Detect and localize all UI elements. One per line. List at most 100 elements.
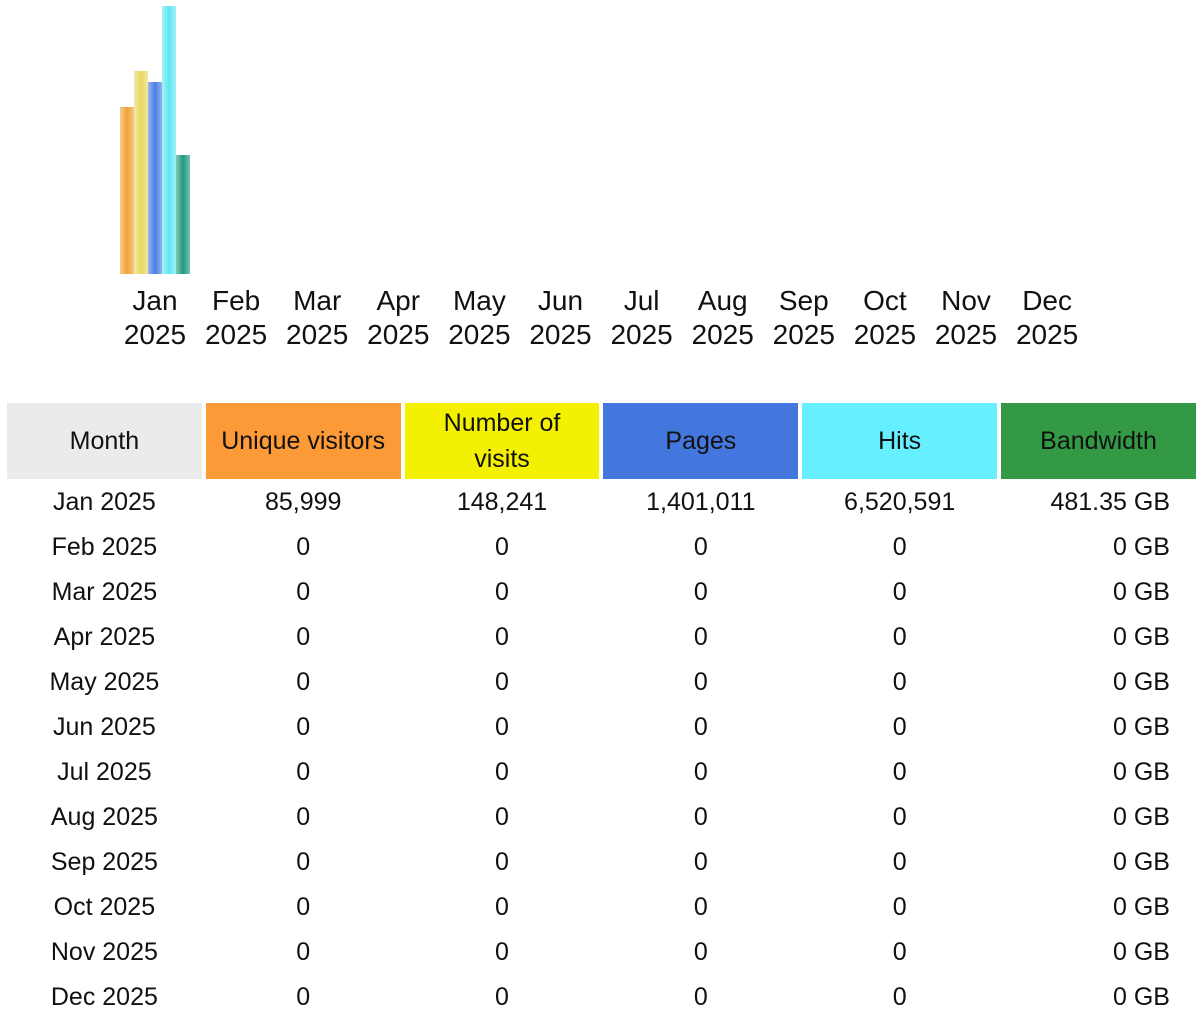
value-cell: 0: [693, 938, 708, 966]
table-row: Jan 2025 85,999 148,241 1,401,011 6,520,591 4…: [7, 481, 1196, 524]
x-tick-label: Sep 2025: [772, 285, 835, 350]
month-cell: Dec 2025: [50, 983, 158, 1011]
table-row: Jun 2025 0 0 0 0 0 GB: [7, 706, 1196, 749]
value-cell: 0: [495, 668, 509, 696]
value-cell: 0: [892, 623, 907, 651]
value-cell: 0 GB: [1113, 668, 1170, 696]
value-cell: 0 GB: [1113, 893, 1170, 921]
value-cell: 0: [296, 623, 311, 651]
column-header: Unique visitors: [205, 403, 401, 479]
value-cell: 0: [495, 578, 509, 606]
value-cell: 0 GB: [1113, 803, 1170, 831]
bar: [148, 82, 162, 274]
x-tick-label: Apr 2025: [367, 285, 430, 350]
month-cell: May 2025: [49, 668, 160, 696]
value-cell: 0 GB: [1113, 758, 1170, 786]
value-cell: 0: [693, 623, 708, 651]
value-cell: 481.35 GB: [1050, 488, 1170, 516]
value-cell: 0: [693, 533, 708, 561]
x-tick-label: May 2025: [448, 285, 511, 350]
value-cell: 0: [495, 938, 509, 966]
value-cell: 0: [693, 713, 708, 741]
value-cell: 0: [892, 533, 907, 561]
month-cell: Nov 2025: [50, 938, 158, 966]
table-body: Jan 2025 85,999 148,241 1,401,011 6,520,591 4…: [7, 481, 1196, 1019]
x-tick-label: Oct 2025: [853, 285, 917, 350]
table-row: Feb 2025 0 0 0 0 0 GB: [7, 526, 1196, 569]
value-cell: 0: [892, 758, 907, 786]
value-cell: 0: [495, 848, 509, 876]
value-cell: 0: [892, 578, 907, 606]
table-row: Oct 2025 0 0 0 0 0 GB: [7, 886, 1196, 929]
column-header: Month: [7, 403, 202, 479]
month-cell: Jan 2025: [52, 488, 156, 516]
value-cell: 0: [495, 803, 509, 831]
x-tick-label: Aug 2025: [691, 285, 754, 350]
month-cell: Jul 2025: [57, 758, 152, 786]
x-tick-label: Jan 2025: [123, 285, 187, 350]
x-tick-label: Jun 2025: [529, 285, 592, 350]
value-cell: 0: [693, 578, 708, 606]
value-cell: 0 GB: [1113, 623, 1170, 651]
month-cell: Sep 2025: [50, 848, 158, 876]
value-cell: 0: [296, 713, 311, 741]
value-cell: 0: [296, 848, 311, 876]
bar: [162, 6, 176, 274]
value-cell: 0: [892, 938, 907, 966]
x-tick-label: Dec 2025: [1015, 285, 1079, 350]
month-cell: Feb 2025: [51, 533, 158, 561]
value-cell: 0: [495, 623, 509, 651]
month-cell: Apr 2025: [53, 623, 156, 651]
value-cell: 0: [892, 983, 907, 1011]
value-cell: 6,520,591: [844, 488, 956, 516]
bar: [134, 71, 148, 274]
value-cell: 0 GB: [1113, 983, 1170, 1011]
table-row: Nov 2025 0 0 0 0 0 GB: [7, 931, 1196, 974]
column-header: Pages: [603, 403, 799, 479]
table-row: Mar 2025 0 0 0 0 0 GB: [7, 571, 1196, 614]
table-row: Dec 2025 0 0 0 0 0 GB: [7, 976, 1196, 1019]
x-tick-label: Feb 2025: [204, 285, 268, 350]
value-cell: 0: [296, 983, 311, 1011]
table-row: Apr 2025 0 0 0 0 0 GB: [7, 616, 1196, 659]
column-header: Bandwidth: [1001, 403, 1196, 479]
bar: [176, 155, 190, 274]
x-tick-label: Nov 2025: [934, 285, 998, 350]
value-cell: 0: [892, 713, 907, 741]
value-cell: 0: [693, 668, 708, 696]
value-cell: 0: [693, 803, 708, 831]
value-cell: 0: [296, 668, 311, 696]
value-cell: 0: [693, 983, 708, 1011]
x-tick-label: Jul 2025: [610, 285, 673, 350]
value-cell: 0: [892, 803, 907, 831]
month-cell: Oct 2025: [53, 893, 156, 921]
value-cell: 0 GB: [1113, 578, 1170, 606]
value-cell: 85,999: [264, 488, 342, 516]
value-cell: 0 GB: [1113, 533, 1170, 561]
value-cell: 0: [892, 668, 907, 696]
value-cell: 0: [495, 893, 509, 921]
table-row: Jul 2025 0 0 0 0 0 GB: [7, 751, 1196, 794]
value-cell: 148,241: [456, 488, 548, 516]
x-tick-label: Mar 2025: [286, 285, 349, 350]
value-cell: 0: [495, 713, 509, 741]
month-cell: Aug 2025: [50, 803, 158, 831]
bar: [120, 107, 134, 274]
month-cell: Jun 2025: [52, 713, 156, 741]
value-cell: 0: [296, 578, 311, 606]
table-row: Aug 2025 0 0 0 0 0 GB: [7, 796, 1196, 839]
header-row: Month Unique visitors Number of visits Page…: [7, 403, 1196, 479]
value-cell: 0: [892, 893, 907, 921]
value-cell: 0: [892, 848, 907, 876]
value-cell: 0: [296, 803, 311, 831]
month-table: Month Unique visitors Number of visits Page…: [3, 401, 1200, 1021]
value-cell: 0 GB: [1113, 848, 1170, 876]
value-cell: 0: [693, 758, 708, 786]
value-cell: 0: [693, 848, 708, 876]
value-cell: 0: [693, 893, 708, 921]
value-cell: 0 GB: [1113, 938, 1170, 966]
value-cell: 0: [495, 533, 509, 561]
value-cell: 0: [296, 533, 311, 561]
value-cell: 0: [296, 893, 311, 921]
